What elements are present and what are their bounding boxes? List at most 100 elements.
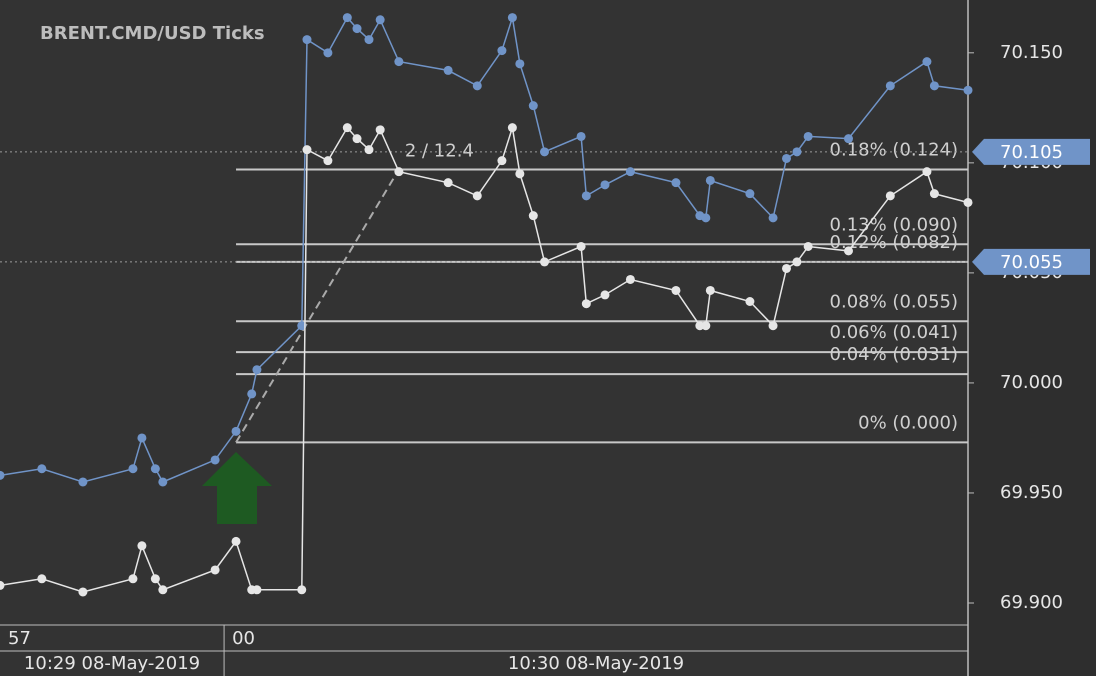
x-tick-label: 00 <box>232 628 255 649</box>
tick-point <box>507 123 517 133</box>
tick-point <box>210 455 220 465</box>
tick-point <box>394 167 404 177</box>
tick-point <box>540 147 549 157</box>
y-tick-label: 70.000 <box>1000 372 1063 393</box>
level-label: 0.04% (0.031) <box>830 344 958 365</box>
x-tick-label: 57 <box>8 628 31 649</box>
level-label: 0.13% (0.090) <box>830 214 958 235</box>
price-line-series <box>0 16 969 483</box>
tick-point <box>472 81 482 91</box>
tick-point <box>885 81 895 91</box>
tick-point <box>625 167 635 177</box>
tick-point <box>231 536 241 546</box>
tick-point <box>158 585 168 595</box>
tick-point <box>515 169 525 179</box>
price-tag <box>972 138 1090 165</box>
tick-point <box>600 180 610 190</box>
level-label: 0% (0.000) <box>858 412 958 433</box>
chart-title: BRENT.CMD/USD Ticks <box>40 23 265 44</box>
tick-point <box>443 65 453 75</box>
level-label: 0.06% (0.041) <box>830 322 958 343</box>
tick-point <box>78 587 88 597</box>
tick-point <box>792 257 802 267</box>
tick-point <box>37 464 47 474</box>
tick-point <box>497 156 507 166</box>
level-label: 0.08% (0.055) <box>830 291 958 312</box>
tick-point <box>137 433 147 443</box>
tick-point <box>705 285 715 295</box>
tick-point <box>540 257 549 267</box>
tick-point <box>963 85 973 95</box>
tick-point <box>671 285 681 295</box>
tick-point <box>252 365 262 375</box>
trend-line <box>235 168 400 443</box>
axis-panel <box>968 0 1096 676</box>
tick-point <box>364 145 374 155</box>
tick-point <box>745 189 755 199</box>
tick-point <box>528 101 538 111</box>
level-label: 0.18% (0.124) <box>830 139 958 160</box>
tick-point <box>745 296 755 306</box>
tick-point <box>352 24 362 34</box>
tick-point <box>302 145 312 155</box>
tick-point <box>782 263 791 273</box>
tick-point <box>705 175 715 185</box>
tick-point <box>210 565 220 575</box>
tick-point <box>963 197 973 207</box>
tick-point <box>843 246 853 256</box>
tick-point <box>792 147 802 157</box>
tick-point <box>0 470 5 480</box>
price-tag-label: 70.055 <box>1000 252 1063 273</box>
tick-point <box>515 59 525 69</box>
tick-point <box>323 48 333 58</box>
tick-point <box>803 131 813 141</box>
tick-point <box>443 178 453 188</box>
trend-label: 2 / 12.4 <box>405 140 474 161</box>
tick-point <box>472 191 482 201</box>
tick-point <box>364 35 374 45</box>
tick-point <box>581 191 591 201</box>
price-tag <box>972 248 1090 275</box>
tick-point <box>768 321 778 331</box>
tick-point <box>885 191 895 201</box>
tick-point <box>150 464 160 474</box>
y-tick-label: 70.150 <box>1000 42 1063 63</box>
price-tag-label: 70.105 <box>1000 142 1063 163</box>
tick-point <box>929 189 939 199</box>
tick-point <box>231 426 241 436</box>
tick-point <box>158 477 168 487</box>
tick-point <box>394 57 404 67</box>
tick-point <box>581 299 591 309</box>
tick-point <box>137 541 147 551</box>
period-label: 10:30 08-May-2019 <box>508 653 684 674</box>
level-label: 0.12% (0.082) <box>830 232 958 253</box>
tick-point <box>247 389 257 399</box>
buy-arrow <box>202 452 272 524</box>
price-line-series <box>0 126 969 593</box>
period-label: 10:29 08-May-2019 <box>24 653 200 674</box>
tick-point <box>929 81 939 91</box>
tick-point <box>37 574 47 584</box>
y-tick-label: 69.950 <box>1000 482 1063 503</box>
tick-point <box>701 321 711 331</box>
tick-point <box>342 13 352 23</box>
tick-point <box>323 156 333 166</box>
tick-point <box>701 213 711 223</box>
y-tick-label: 69.900 <box>1000 592 1063 613</box>
tick-point <box>128 574 138 584</box>
tick-point <box>576 241 586 251</box>
tick-point <box>128 464 138 474</box>
tick-point <box>922 167 932 177</box>
tick-point <box>528 211 538 221</box>
tick-point <box>497 46 507 56</box>
tick-point <box>507 13 517 23</box>
tick-point <box>671 178 681 188</box>
tick-point <box>302 35 312 45</box>
tick-point <box>297 321 307 331</box>
tick-point <box>342 123 352 133</box>
tick-point <box>803 241 813 251</box>
tick-point <box>625 274 635 284</box>
